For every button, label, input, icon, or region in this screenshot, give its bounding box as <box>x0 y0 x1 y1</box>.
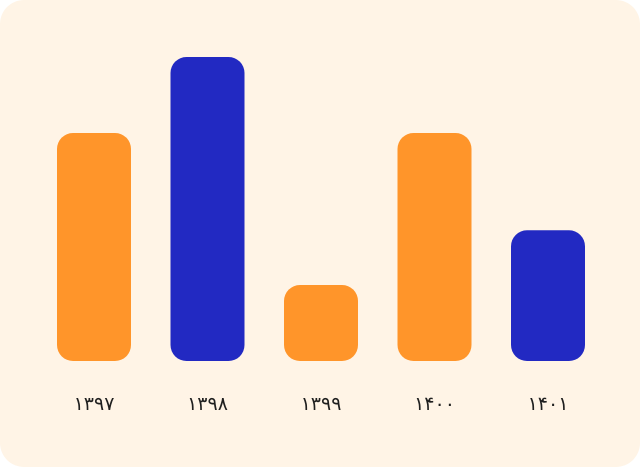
x-tick-label-5: ۱۴۰۱ <box>528 393 569 415</box>
x-tick-label-2: ۱۳۹۸ <box>187 393 228 415</box>
x-tick-label-1: ۱۳۹۷ <box>74 393 115 415</box>
bar-3 <box>284 285 358 361</box>
bars-group <box>57 57 585 361</box>
x-tick-labels: ۱۳۹۷ ۱۳۹۸ ۱۳۹۹ ۱۴۰۰ ۱۴۰۱ <box>74 393 569 415</box>
bar-5 <box>511 230 585 361</box>
bar-2 <box>170 57 245 361</box>
bar-1 <box>57 133 131 361</box>
x-tick-label-3: ۱۳۹۹ <box>301 393 342 415</box>
x-tick-label-4: ۱۴۰۰ <box>414 393 455 415</box>
bar-4 <box>397 133 472 361</box>
